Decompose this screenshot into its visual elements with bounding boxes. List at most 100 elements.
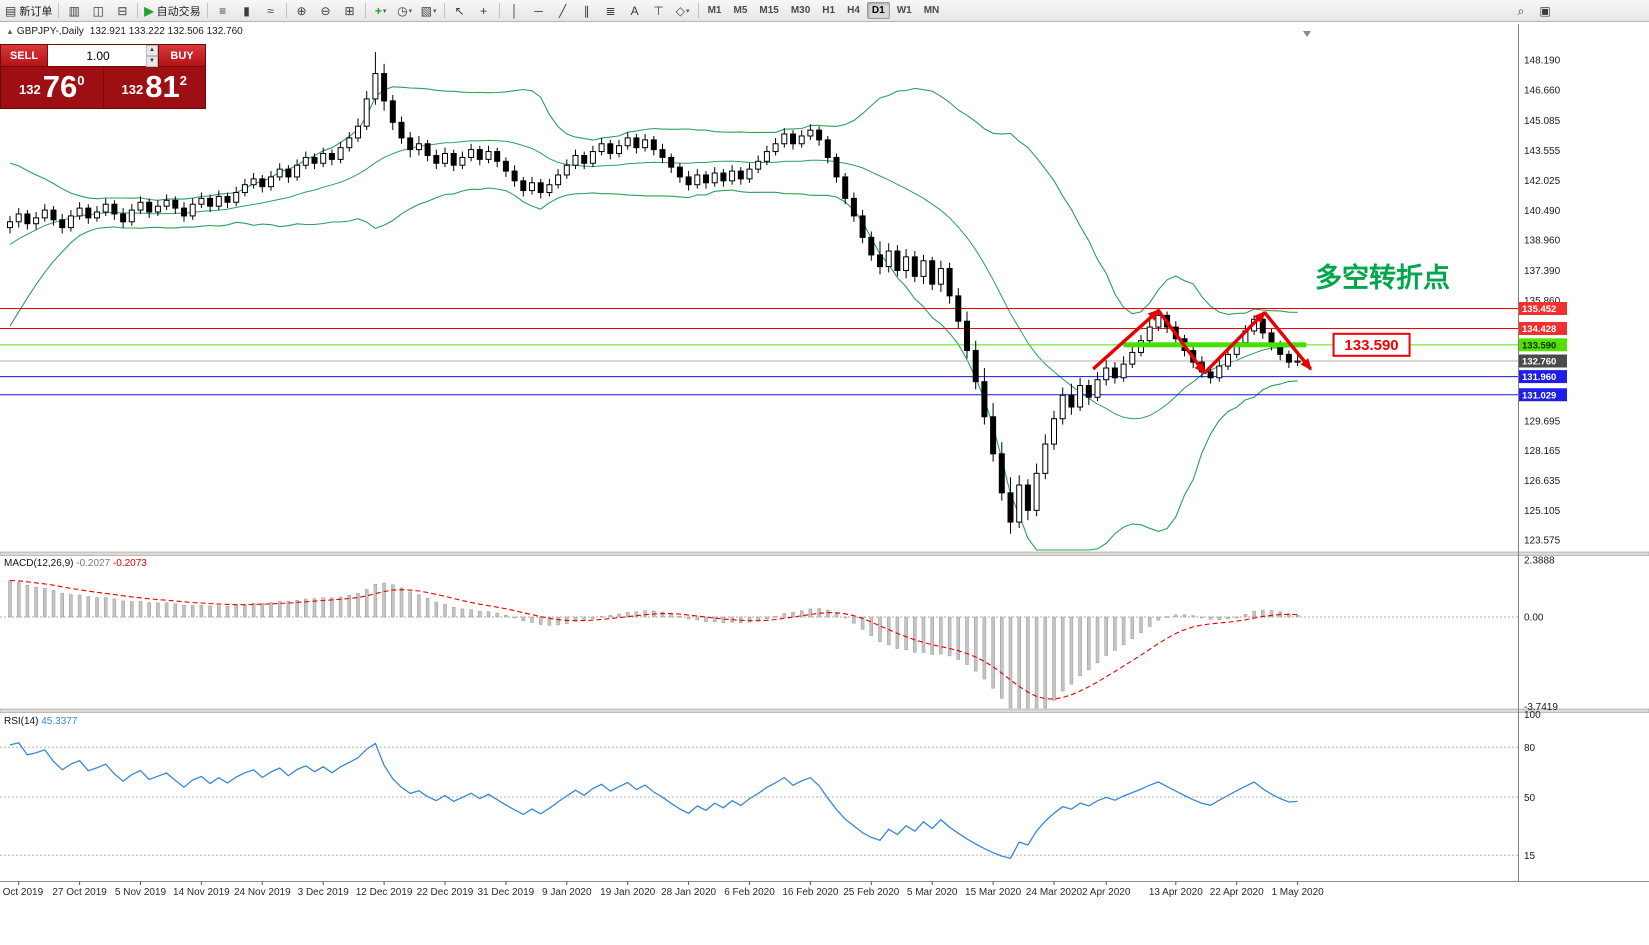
timeframe-m30[interactable]: M30 [790,5,811,16]
panel-splitters[interactable] [0,551,1649,713]
candle [207,194,214,213]
candle [1007,477,1014,534]
candle [468,143,475,162]
trend-arrow[interactable] [1203,311,1266,375]
label-button[interactable]: ⊤ [647,1,671,21]
price-axis[interactable]: 148.190 146.660 145.085 143.555 142.025 140.4… [1518,24,1568,881]
text-button[interactable]: A [623,1,647,21]
candle [1085,379,1092,406]
shapes-button[interactable]: ◇ ▾ [671,1,695,21]
time-axis-label: 24 Mar 2020 [1026,887,1083,898]
rsi-axis-label: 15 [1524,851,1536,862]
timeframe-m1[interactable]: M1 [707,5,722,16]
window-icon: ▣ [1539,3,1551,18]
svg-text:135.452: 135.452 [1522,304,1556,315]
bar-chart-button[interactable]: ≡ [211,1,235,21]
timeframe-h4[interactable]: H4 [847,5,860,16]
trendline-button[interactable]: ╱ [551,1,575,21]
chevron-down-icon: ▾ [685,7,690,15]
candle [572,149,579,170]
candle [877,241,883,275]
candle [1042,434,1049,480]
fibonacci-button[interactable]: ≣ [599,1,623,21]
timeframe-h1[interactable]: H1 [822,5,836,16]
candle [268,171,274,191]
candle [1216,360,1223,382]
candle [868,231,875,261]
new-chart-window-button[interactable]: ▣ [1533,1,1557,21]
trend-arrow[interactable] [1092,309,1160,371]
candle [1111,362,1118,384]
zoom-in-button[interactable]: ⊕ [290,1,314,21]
candle [903,249,910,279]
horizontal-line-button[interactable]: ─ [527,1,551,21]
vertical-line-button[interactable]: │ [503,1,527,21]
new-order-button[interactable]: ▤ 新订单 [2,1,55,21]
annotation-text[interactable]: 多空转折点 [1315,262,1450,293]
buy-price-pips: 81 [145,69,180,104]
line-chart-button[interactable]: ≈ [259,1,283,21]
indicators-button[interactable]: + ▾ [369,1,393,21]
timeframe-m15[interactable]: M15 [759,5,779,16]
zoom-search-button[interactable]: ⌕ [1509,1,1533,21]
vertical-line-icon: │ [510,3,519,18]
data-window-button[interactable]: ◫ [86,1,110,21]
channel-button[interactable]: ∥ [575,1,599,21]
autotrading-button-label: 自动交易 [156,5,201,18]
market-watch-button[interactable]: ▥ [62,1,86,21]
time-axis-label: 5 Nov 2019 [115,887,167,898]
splitter[interactable] [0,551,1649,556]
crosshair-icon: + [480,3,488,18]
splitter[interactable] [0,708,1649,713]
timeframe-d1[interactable]: D1 [866,2,890,19]
time-axis-label: 5 Mar 2020 [907,887,958,898]
toolbar-separator [58,3,60,18]
zoom-out-button[interactable]: ⊖ [314,1,338,21]
candle [711,167,718,187]
candle [946,262,953,304]
autotrading-button[interactable]: ▶ 自动交易 [141,1,203,21]
price-chart[interactable]: 多空转折点 133.590 148.190 146.660 145.085 143.555… [0,22,1649,945]
candle [389,95,396,131]
time-axis[interactable]: 7 Oct 2019 27 Oct 2019 5 Nov 2019 14 Nov 20… [0,881,1649,899]
trendline-icon: ╱ [558,3,567,18]
rsi-axis-label: 100 [1524,710,1541,721]
candle [85,204,92,224]
timeframe-m5[interactable]: M5 [733,5,748,16]
candle [346,132,353,152]
macd-histogram [8,580,1300,709]
volume-up-button[interactable]: ▲ [146,45,158,56]
buy-price[interactable]: 132 81 2 [104,67,206,108]
sell-price[interactable]: 132 76 0 [1,67,104,108]
trend-arrow[interactable] [1157,309,1206,375]
candle [790,130,796,150]
candlestick-button[interactable]: ▮ [235,1,259,21]
timeframe-mn[interactable]: MN [923,5,940,16]
candle [111,200,118,220]
volume-down-button[interactable]: ▼ [146,56,158,67]
crosshair-button[interactable]: + [472,1,496,21]
candle [955,288,962,330]
navigator-button[interactable]: ⊟ [110,1,134,21]
rsi-axis-label: 50 [1524,793,1536,804]
candle [415,135,422,156]
templates-button[interactable]: ▧ ▾ [417,1,441,21]
price-callout[interactable]: 133.590 [1332,332,1411,357]
tile-windows-button[interactable]: ⊞ [338,1,362,21]
volume-input[interactable] [48,45,158,66]
periods-button[interactable]: ◷ ▾ [393,1,417,21]
sell-button[interactable]: SELL [1,45,47,66]
candle [859,210,866,244]
chart-ohlc-values: 132.921 133.222 132.506 132.760 [89,26,243,37]
candle [128,204,135,226]
support-zone-segment[interactable] [1123,342,1307,348]
trend-arrow[interactable] [1263,311,1312,371]
rsi-panel: RSI(14) 45.3377 [0,716,1518,860]
buy-button[interactable]: BUY [159,45,205,66]
candle [59,213,66,234]
time-axis-label: 13 Apr 2020 [1149,887,1203,898]
candle [1016,475,1023,528]
timeframe-w1[interactable]: W1 [896,5,912,16]
cursor-button[interactable]: ↖ [448,1,472,21]
macd-axis-label: 2.3888 [1524,555,1555,566]
